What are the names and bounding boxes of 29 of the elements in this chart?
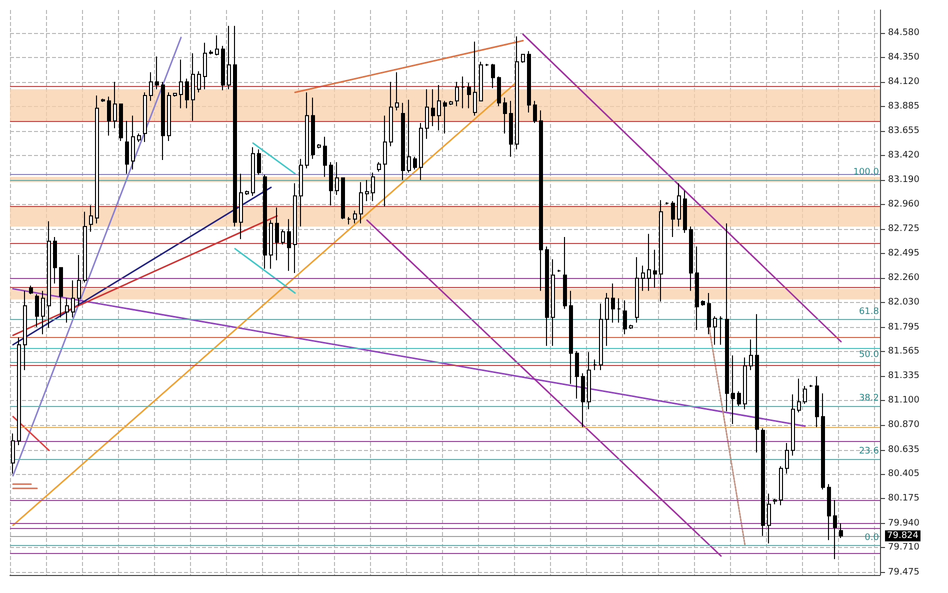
annotation: 23.6 [858, 446, 880, 456]
y-tick-label: 83.420 [888, 150, 920, 161]
annotation: 61.8 [858, 306, 880, 317]
y-tick-label: 80.870 [888, 420, 920, 430]
y-tick-label: 81.565 [888, 346, 920, 357]
y-tick-label: 83.655 [888, 126, 920, 136]
y-tick-label: 80.635 [888, 444, 920, 455]
annotation: 50.0 [858, 350, 880, 360]
y-tick-label: 81.335 [888, 370, 920, 381]
y-tick-label: 82.960 [888, 199, 920, 210]
y-tick-label: 82.030 [888, 298, 920, 308]
y-tick-label: 79.940 [888, 518, 920, 528]
y-tick-label: 80.405 [888, 469, 920, 480]
y-tick-label: 84.580 [888, 28, 920, 38]
y-tick-label: 84.120 [888, 76, 920, 87]
ref-line-label: 79.824 [887, 530, 919, 541]
annotation: 38.2 [858, 394, 879, 404]
y-tick-label: 81.795 [888, 322, 920, 332]
y-tick-label: 82.495 [888, 248, 920, 258]
y-tick-label: 81.100 [888, 396, 920, 406]
y-tick-label: 84.350 [888, 52, 920, 63]
y-tick-label: 83.190 [888, 175, 920, 186]
y-tick-label: 80.175 [888, 493, 920, 504]
y-tick-label: 79.710 [888, 542, 920, 553]
y-tick-label: 83.885 [888, 102, 920, 112]
y-tick-label: 79.475 [888, 567, 920, 578]
y-tick-label: 82.260 [888, 273, 920, 284]
annotation: 0.0 [864, 532, 880, 543]
y-tick-label: 82.725 [888, 224, 920, 234]
